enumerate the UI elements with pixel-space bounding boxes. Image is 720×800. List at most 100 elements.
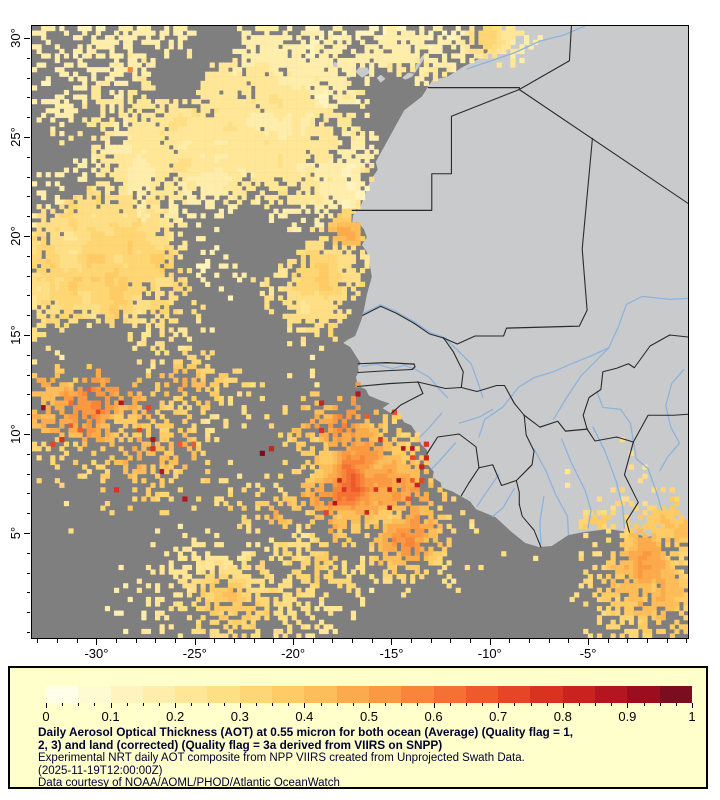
x-axis-tick [273, 639, 275, 643]
colorbar-tick [239, 703, 241, 708]
colorbar-tick [627, 703, 629, 708]
colorbar-tick [352, 703, 354, 706]
colorbar [46, 686, 692, 703]
colorbar-tick [304, 703, 306, 708]
colorbar-tick [482, 703, 484, 706]
colorbar-tick [546, 703, 548, 706]
y-axis-tick-label: 30° [8, 28, 23, 48]
colorbar-tick [611, 703, 613, 706]
colorbar-segment-18 [627, 686, 660, 703]
x-axis-tick [489, 639, 491, 645]
y-axis-tick [26, 394, 30, 396]
colorbar-segment-15 [530, 686, 563, 703]
y-axis-tick [26, 57, 30, 59]
colorbar-tick [272, 703, 274, 706]
y-axis-tick-label: 20° [8, 226, 23, 246]
x-axis-tick [332, 639, 334, 643]
x-axis-tick [175, 639, 177, 643]
x-axis-tick [509, 639, 511, 643]
colorbar-tick [433, 703, 435, 708]
colorbar-segment-4 [175, 686, 208, 703]
x-axis-tick [666, 639, 668, 643]
colorbar-tick [578, 703, 580, 706]
x-axis-tick [352, 639, 354, 643]
colorbar-segment-6 [239, 686, 273, 703]
colorbar-tick [62, 703, 64, 706]
colorbar-tick [223, 703, 225, 706]
x-axis-tick-label: -5° [579, 646, 597, 661]
x-axis-tick [647, 639, 649, 643]
colorbar-tick [465, 703, 467, 706]
x-axis-tick [214, 639, 216, 643]
caption-description: Experimental NRT daily AOT composite fro… [38, 752, 525, 764]
y-axis-tick [26, 295, 30, 297]
colorbar-tick [46, 703, 47, 708]
y-axis-tick [26, 77, 30, 79]
y-axis-tick [24, 533, 30, 535]
y-axis-tick [26, 473, 30, 475]
x-axis-tick [253, 639, 255, 643]
colorbar-tick [207, 703, 209, 706]
y-axis-tick [26, 97, 30, 99]
x-axis-tick [450, 639, 452, 643]
y-axis-tick [26, 572, 30, 574]
colorbar-tick [595, 703, 597, 706]
y-axis-tick [26, 374, 30, 376]
y-axis-tick [26, 453, 30, 455]
x-axis-tick-label: -30° [84, 646, 109, 661]
x-axis-tick-label: -20° [281, 646, 306, 661]
y-axis-tick-label: 15° [8, 325, 23, 345]
x-axis-tick [155, 639, 157, 643]
colorbar-tick [675, 703, 677, 706]
y-axis-tick [26, 117, 30, 119]
colorbar-tick [255, 703, 257, 706]
colorbar-segment-14 [498, 686, 531, 703]
colorbar-tick [498, 703, 500, 708]
x-axis-tick [391, 639, 393, 645]
colorbar-segment-13 [465, 686, 499, 703]
x-axis-tick [686, 639, 688, 643]
x-axis-tick [234, 639, 236, 643]
x-axis-tick [529, 639, 531, 643]
colorbar-tick [449, 703, 451, 706]
colorbar-segment-10 [368, 686, 402, 703]
x-axis-tick-label: -10° [477, 646, 502, 661]
colorbar-tick-label: 0.2 [166, 709, 185, 724]
colorbar-segment-11 [401, 686, 434, 703]
colorbar-segment-12 [433, 686, 466, 703]
x-axis-tick [607, 639, 609, 643]
colorbar-tick-label: 0.4 [295, 709, 314, 724]
y-axis-tick [26, 156, 30, 158]
y-axis-tick [24, 335, 30, 337]
y-axis-tick [26, 216, 30, 218]
caption-timestamp: (2025-11-19T12:00:00Z) [38, 764, 163, 777]
colorbar-tick [692, 703, 693, 708]
x-axis-tick [194, 639, 196, 645]
x-axis-tick [588, 639, 590, 645]
colorbar-segment-9 [336, 686, 369, 703]
x-axis-tick [568, 639, 570, 643]
colorbar-tick [643, 703, 645, 706]
map-plot-frame [31, 25, 689, 639]
colorbar-segment-17 [595, 686, 628, 703]
colorbar-tick [417, 703, 419, 706]
y-axis-tick-label: 10° [8, 424, 23, 444]
colorbar-tick [288, 703, 290, 706]
y-axis-tick [24, 38, 30, 40]
colorbar-tick-label: 0.7 [489, 709, 508, 724]
legend-panel: 0 0.1 0.2 0.3 0.4 0.5 0.6 0.7 0.8 0.9 1 Daily Aero… [8, 666, 708, 789]
y-axis-tick [26, 612, 30, 614]
colorbar-tick [401, 703, 403, 706]
colorbar-tick-label: 0.9 [618, 709, 637, 724]
x-axis-tick [548, 639, 550, 643]
y-axis-tick [26, 493, 30, 495]
colorbar-tick [514, 703, 516, 706]
colorbar-segment-19 [659, 686, 692, 703]
y-axis-tick [26, 176, 30, 178]
x-axis-tick [371, 639, 373, 643]
x-axis-tick [76, 639, 78, 643]
colorbar-tick-label: 0.5 [359, 709, 379, 724]
x-axis-tick [470, 639, 472, 643]
colorbar-tick-label: 0.3 [230, 709, 249, 724]
